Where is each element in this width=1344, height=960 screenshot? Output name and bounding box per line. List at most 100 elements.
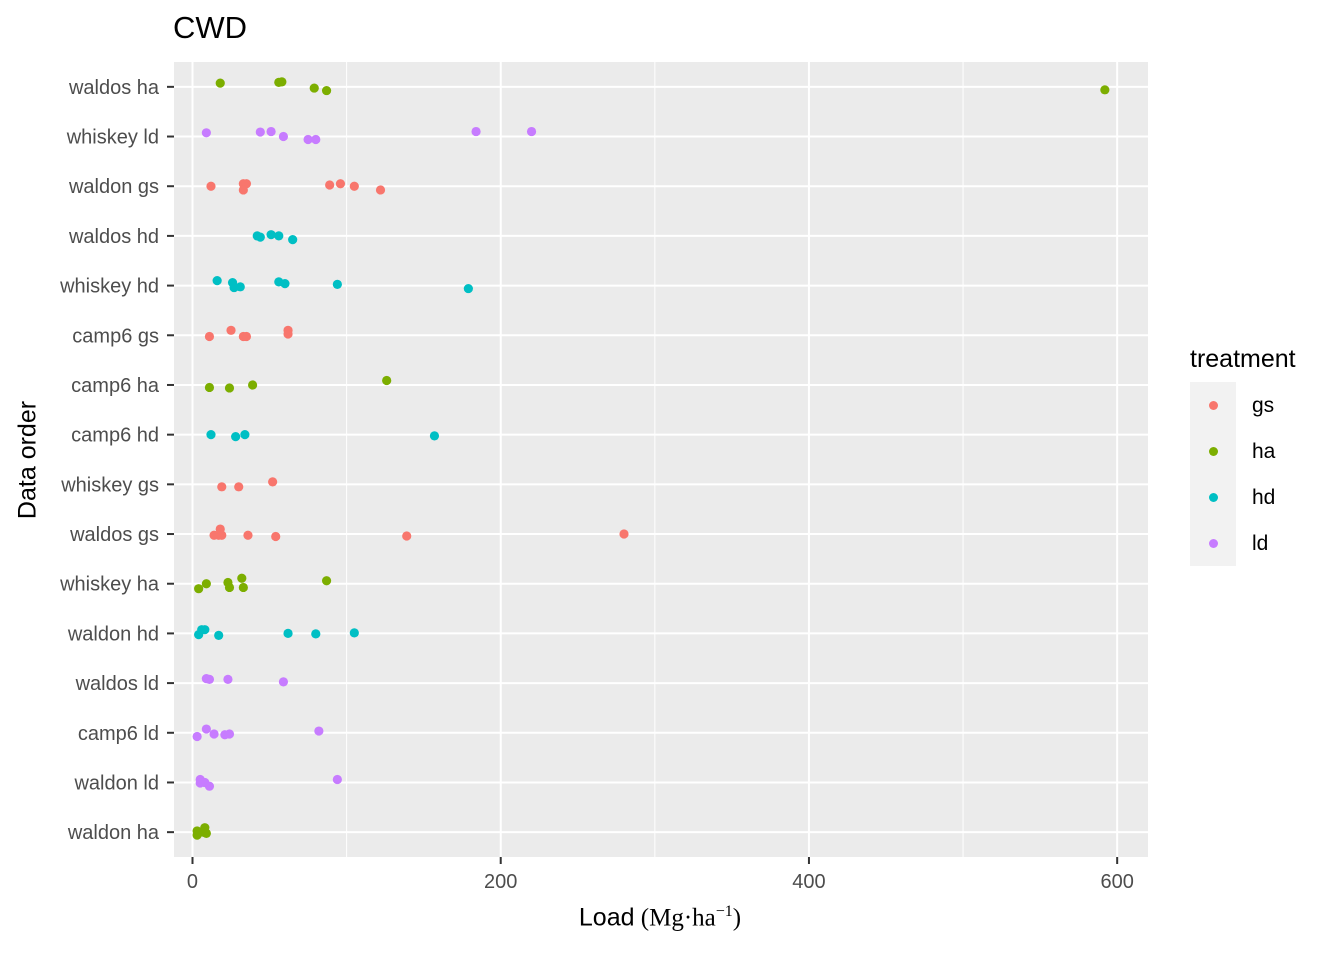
y-tick-label: waldos gs xyxy=(69,524,159,546)
point-ld xyxy=(332,774,342,785)
point-ld xyxy=(201,724,211,734)
y-tick-label: waldos ha xyxy=(68,77,160,99)
legend-title: treatment xyxy=(1190,345,1296,373)
point-gs xyxy=(619,529,629,539)
legend-label-ld: ld xyxy=(1252,532,1269,555)
legend: treatment gs ha hd ld xyxy=(1190,345,1296,566)
point-ha xyxy=(247,380,258,390)
point-gs xyxy=(375,185,386,195)
point-hd xyxy=(274,231,284,241)
point-hd xyxy=(266,230,276,240)
y-tick-label: waldos hd xyxy=(68,226,159,248)
point-hd xyxy=(463,283,473,294)
point-hd xyxy=(231,432,241,442)
point-hd xyxy=(200,625,210,635)
point-gs xyxy=(243,530,253,540)
point-hd xyxy=(283,628,293,639)
point-gs xyxy=(268,477,278,487)
point-hd xyxy=(280,279,290,289)
point-gs xyxy=(217,530,227,540)
point-ld xyxy=(303,134,313,145)
y-tick-label: camp6 hd xyxy=(71,425,159,447)
point-ld xyxy=(204,781,215,791)
point-ha xyxy=(201,579,211,589)
point-ld xyxy=(311,134,321,145)
point-ha xyxy=(224,383,235,393)
point-hd xyxy=(255,232,265,242)
legend-keys: gs ha hd ld xyxy=(1190,382,1275,566)
point-hd xyxy=(235,282,245,292)
point-gs xyxy=(217,482,227,492)
point-ha xyxy=(237,573,247,583)
legend-key-ha xyxy=(1209,447,1218,456)
point-gs xyxy=(226,325,236,335)
point-ld xyxy=(209,729,219,739)
point-ha xyxy=(238,582,248,593)
x-tick-label: 400 xyxy=(792,871,825,893)
y-tick-label: whiskey ha xyxy=(59,574,160,596)
point-gs xyxy=(349,181,359,191)
grid-lines xyxy=(174,62,1148,857)
point-hd xyxy=(206,430,216,440)
point-ld xyxy=(204,674,215,684)
point-hd xyxy=(429,431,440,441)
y-tick-label: whiskey hd xyxy=(59,276,159,298)
plot-panel xyxy=(174,62,1148,857)
y-tick-label: waldon gs xyxy=(68,176,159,198)
point-ld xyxy=(266,126,276,137)
x-axis: 0 200 400 600 xyxy=(187,857,1134,893)
y-tick-label: waldon hd xyxy=(67,623,159,645)
x-axis-unit-main: Mg xyxy=(649,904,684,932)
point-gs xyxy=(206,181,216,191)
point-gs xyxy=(241,331,252,342)
point-hd xyxy=(212,276,222,286)
point-ld xyxy=(278,677,289,687)
point-ld xyxy=(526,126,537,137)
point-ld xyxy=(201,128,211,138)
x-axis-title: Load (Mg·ha−1) xyxy=(579,903,741,932)
legend-item-gs: gs xyxy=(1190,382,1274,428)
point-hd xyxy=(332,279,342,289)
legend-item-ld: ld xyxy=(1190,520,1268,566)
point-hd xyxy=(214,630,224,640)
point-ld xyxy=(314,726,324,736)
point-ld xyxy=(278,131,289,142)
point-gs xyxy=(335,179,346,189)
point-hd xyxy=(240,430,250,440)
chart-title: CWD xyxy=(173,10,248,45)
point-ld xyxy=(223,674,233,684)
legend-label-gs: gs xyxy=(1252,394,1275,417)
point-ha xyxy=(321,576,332,586)
point-ha xyxy=(321,85,332,96)
x-axis-unit-dot: · xyxy=(683,904,693,932)
x-tick-label: 0 xyxy=(187,871,198,893)
y-tick-label: camp6 ha xyxy=(71,375,160,397)
y-tick-label: whiskey ld xyxy=(66,127,159,149)
y-tick-label: whiskey gs xyxy=(60,474,159,496)
point-ha xyxy=(194,584,204,594)
point-ld xyxy=(471,126,481,137)
point-ha xyxy=(215,78,225,88)
y-tick-label: waldon ha xyxy=(67,822,160,844)
point-ha xyxy=(309,83,319,93)
point-ld xyxy=(255,127,265,137)
point-ha xyxy=(224,582,235,593)
point-ha xyxy=(277,77,287,87)
point-gs xyxy=(209,530,219,540)
point-gs xyxy=(283,329,293,339)
y-axis: waldon ha waldon ld camp6 ld waldos ld waldo… xyxy=(59,77,174,844)
legend-item-ha: ha xyxy=(1190,428,1275,474)
point-gs xyxy=(238,185,248,195)
legend-label-ha: ha xyxy=(1252,440,1276,463)
point-hd xyxy=(311,629,321,639)
point-gs xyxy=(204,331,215,342)
point-ha xyxy=(201,828,211,838)
y-tick-label: camp6 gs xyxy=(72,325,159,347)
legend-label-hd: hd xyxy=(1252,486,1276,509)
x-axis-unit-close: ) xyxy=(732,904,742,932)
x-tick-label: 200 xyxy=(484,871,517,893)
y-tick-label: camp6 ld xyxy=(78,723,159,745)
legend-key-gs xyxy=(1209,401,1218,410)
x-axis-unit-open: ( xyxy=(640,904,650,932)
